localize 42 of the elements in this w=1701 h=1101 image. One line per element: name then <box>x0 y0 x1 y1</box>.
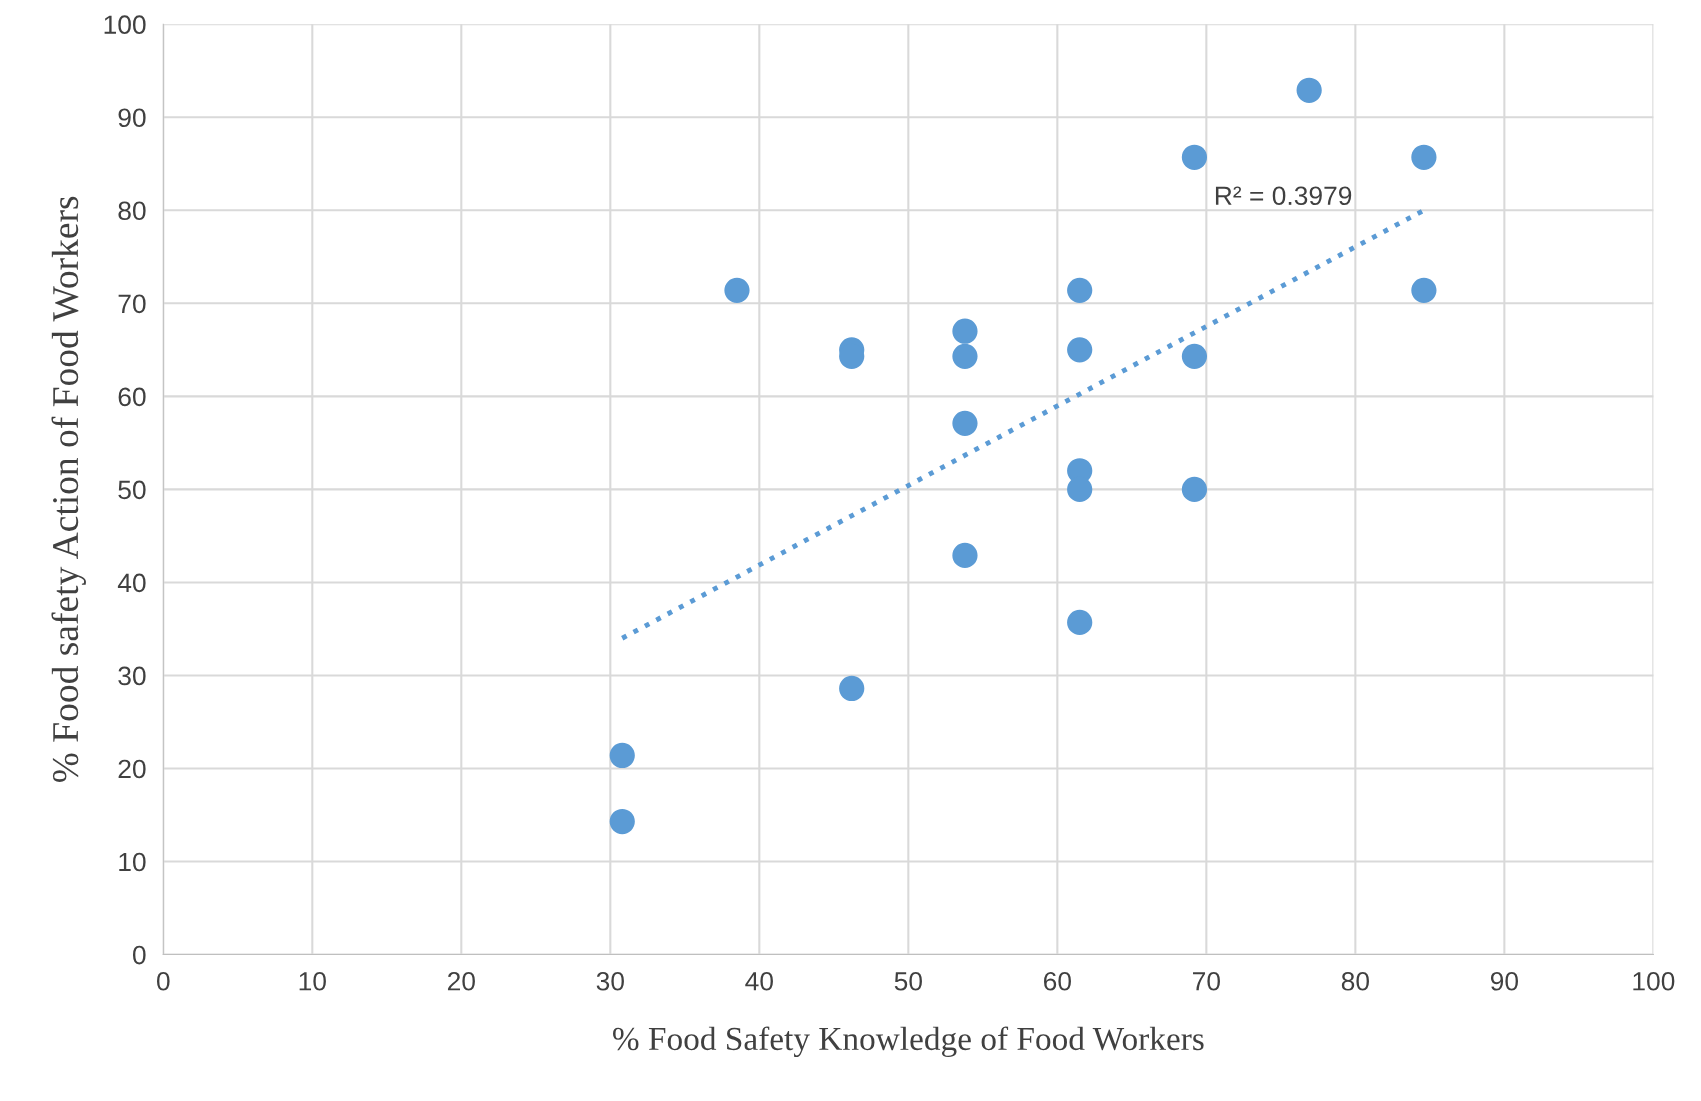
x-tick-label: 60 <box>1044 971 1071 991</box>
point <box>952 343 978 369</box>
x-tick-label: 40 <box>745 971 773 991</box>
y-tick-label: 40 <box>117 573 146 593</box>
x-tick-label: 50 <box>894 971 922 991</box>
point <box>1067 609 1093 636</box>
x-tick-label: 20 <box>447 971 475 991</box>
y-tick-label: 50 <box>118 480 146 500</box>
x-tick-label: 90 <box>1490 971 1519 991</box>
point <box>952 318 978 344</box>
point <box>1411 277 1437 303</box>
point <box>1181 343 1208 369</box>
x-tick-label: 70 <box>1193 971 1220 991</box>
x-tick-label: 10 <box>299 971 326 991</box>
y-tick-label: 90 <box>118 108 146 128</box>
y-tick-label: 10 <box>119 852 146 872</box>
point <box>952 542 978 569</box>
x-tick-label: 100 <box>1633 971 1675 991</box>
point <box>724 277 750 303</box>
y-tick-label: 100 <box>104 15 146 35</box>
y-tick-label: 60 <box>118 387 146 407</box>
x-axis-title: % Food Safety Knowledge of Food Workers <box>613 1026 1204 1058</box>
y-tick-label: 80 <box>118 201 146 221</box>
annotation: R² = 0.3979 <box>1215 186 1352 206</box>
x-tick-label: 0 <box>156 971 170 991</box>
point <box>1181 144 1208 170</box>
y-axis-title: % Food safety Action of Food Workers <box>51 196 86 783</box>
y-tick-label: 20 <box>118 759 146 779</box>
point <box>839 675 865 702</box>
point <box>1296 77 1322 103</box>
point <box>952 410 978 436</box>
x-tick-label: 30 <box>596 971 624 991</box>
point <box>1067 337 1093 363</box>
point <box>1181 476 1208 503</box>
point <box>1067 277 1093 303</box>
y-tick-label: 70 <box>118 294 146 314</box>
point <box>609 808 635 835</box>
y-tick-label: 0 <box>132 945 146 965</box>
point <box>609 742 635 769</box>
point <box>1411 144 1437 170</box>
y-tick-label: 30 <box>118 666 146 686</box>
x-tick-label: 80 <box>1341 971 1369 991</box>
